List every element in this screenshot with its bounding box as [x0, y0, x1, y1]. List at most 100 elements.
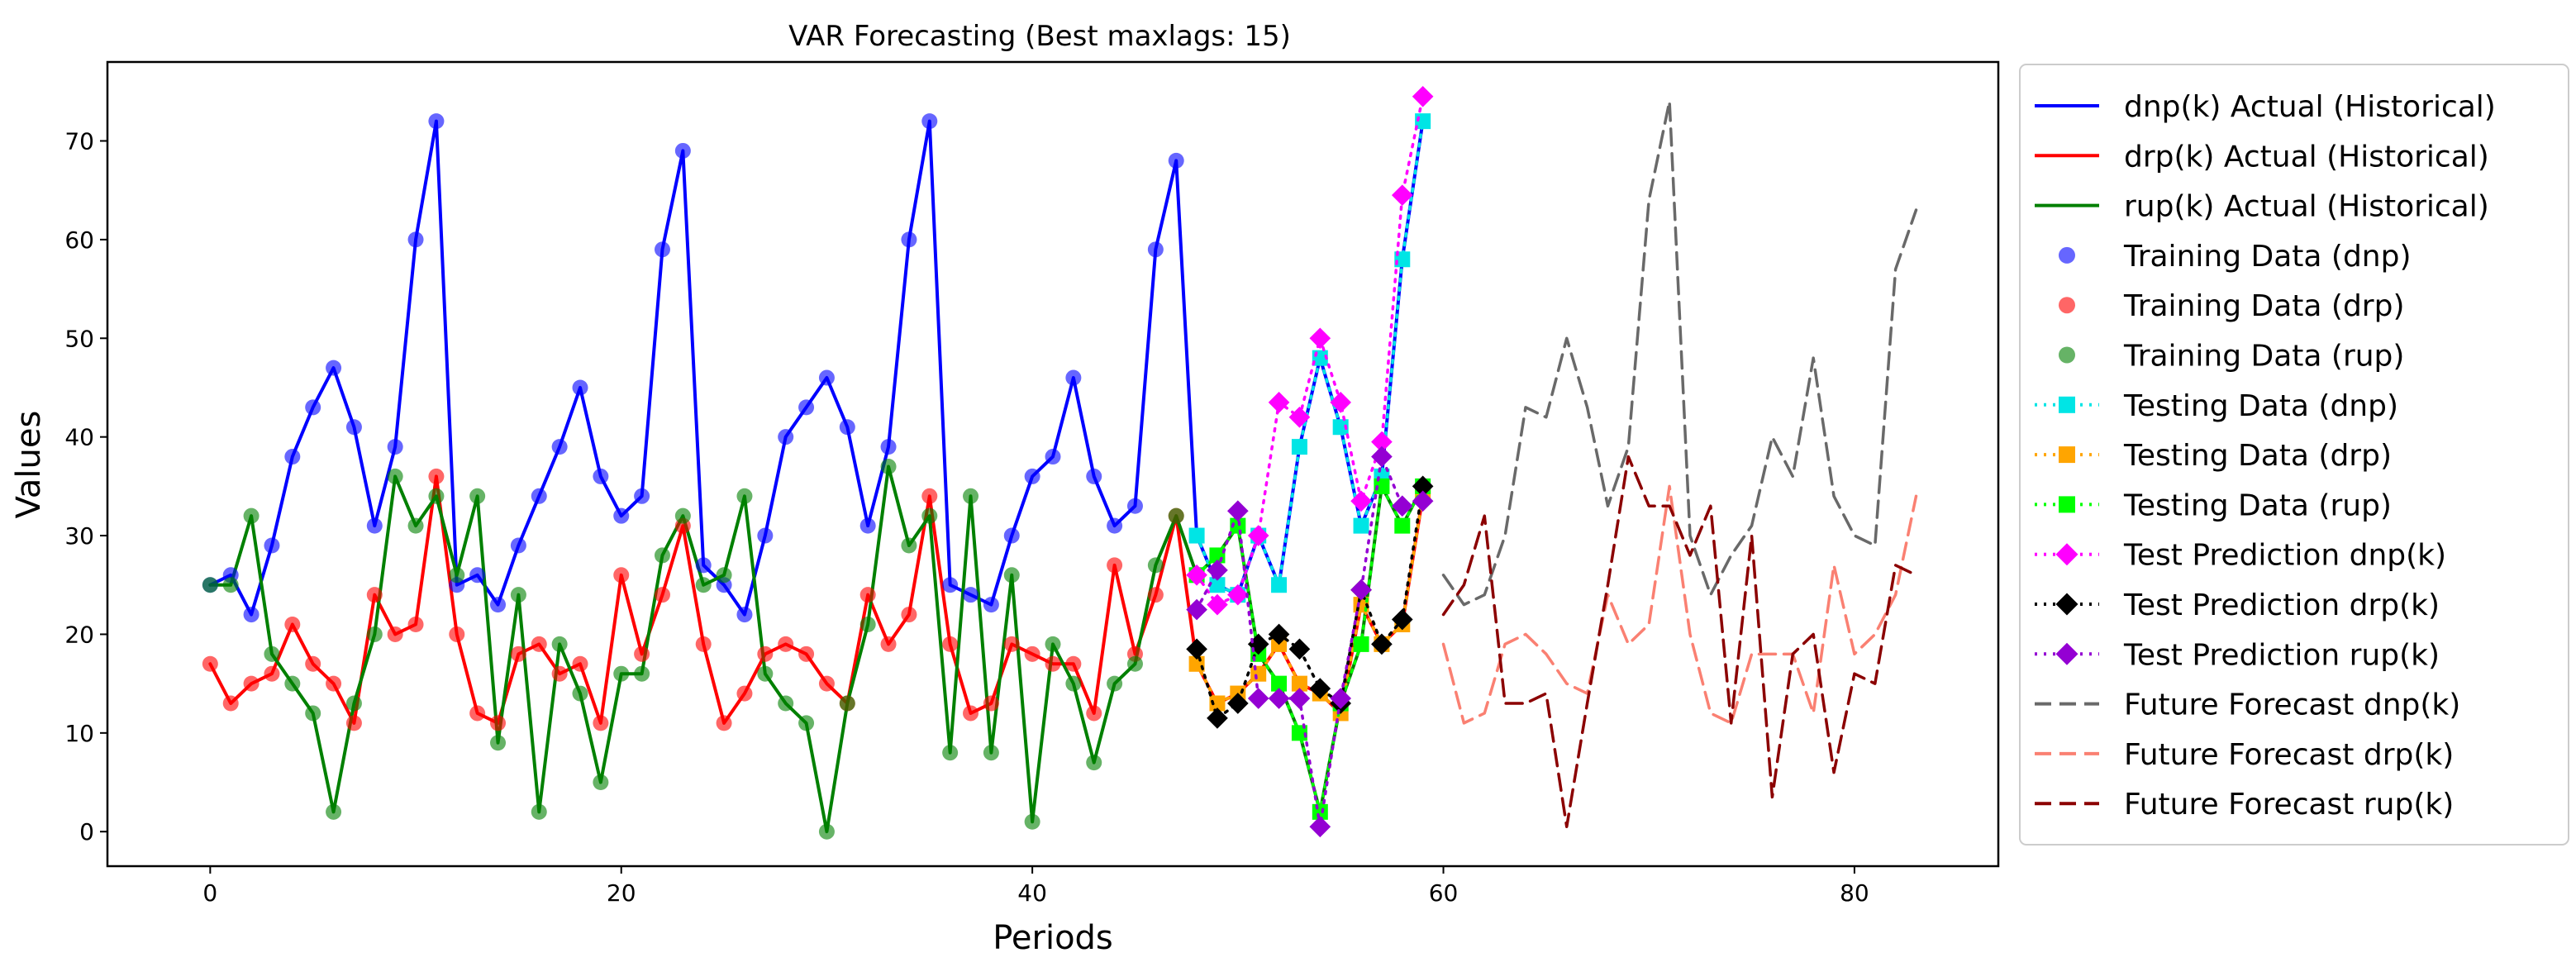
data-point	[1126, 498, 1143, 514]
legend-item: Testing Data (rup)	[2035, 488, 2392, 522]
data-point	[1350, 579, 1372, 601]
data-point	[1227, 693, 1249, 714]
data-point	[1147, 587, 1164, 603]
legend-item: dnp(k) Actual (Historical)	[2035, 90, 2496, 124]
data-point	[1024, 468, 1040, 484]
data-point	[736, 488, 753, 504]
data-point	[1371, 445, 1393, 468]
data-point	[1291, 675, 1307, 692]
data-point	[963, 587, 979, 603]
data-point	[264, 645, 280, 662]
data-point	[798, 645, 815, 662]
data-point	[572, 655, 588, 672]
x-tick-label: 20	[607, 879, 636, 907]
data-point	[1412, 475, 1434, 498]
data-point	[1309, 678, 1331, 699]
data-point	[572, 379, 588, 396]
legend-label: Testing Data (rup)	[2123, 488, 2392, 522]
data-point	[963, 488, 979, 504]
data-point	[407, 617, 424, 633]
data-point	[1045, 449, 1061, 465]
data-point	[490, 735, 507, 751]
data-point	[551, 665, 568, 682]
data-point	[572, 685, 588, 702]
data-point	[880, 636, 897, 652]
data-point	[695, 557, 712, 574]
y-tick-label: 70	[64, 128, 94, 155]
data-point	[243, 607, 260, 623]
data-point	[736, 607, 753, 623]
data-point	[387, 468, 403, 484]
axes: 0 20 40 60 80 0 10 20 30 40 50 60 70	[64, 128, 1869, 907]
legend-label: dnp(k) Actual (Historical)	[2124, 90, 2496, 124]
data-point	[1188, 527, 1205, 544]
data-point	[1309, 327, 1331, 350]
data-point	[1371, 633, 1393, 655]
data-point	[634, 645, 650, 662]
series-future-forecast-dnp-k	[1441, 100, 1918, 607]
legend-marker	[2059, 346, 2075, 364]
data-point	[1374, 478, 1390, 494]
data-point	[901, 231, 917, 248]
data-point	[983, 745, 999, 761]
data-point	[880, 439, 897, 455]
data-point	[387, 626, 403, 642]
data-point	[921, 507, 938, 524]
data-point	[1003, 636, 1020, 652]
data-point	[1045, 636, 1061, 652]
x-tick-label: 40	[1017, 879, 1047, 907]
y-tick-label: 40	[64, 424, 94, 451]
data-point	[1086, 705, 1102, 722]
data-point	[963, 705, 979, 722]
data-point	[284, 617, 301, 633]
data-point	[1309, 816, 1331, 838]
y-axis-label: Values	[10, 411, 48, 519]
y-tick-label: 30	[64, 522, 94, 550]
data-point	[469, 567, 486, 584]
data-point	[1332, 419, 1349, 436]
legend-label: Future Forecast drp(k)	[2124, 738, 2454, 772]
legend-marker	[2059, 496, 2075, 513]
data-point	[490, 715, 507, 731]
data-point	[654, 587, 670, 603]
data-point	[407, 231, 424, 248]
legend-label: Future Forecast dnp(k)	[2124, 688, 2460, 722]
data-point	[674, 507, 691, 524]
x-axis-label: Periods	[993, 919, 1113, 957]
data-point	[1394, 517, 1411, 534]
data-point	[1207, 593, 1228, 616]
legend-item: Training Data (drp)	[2059, 289, 2405, 323]
legend-label: rup(k) Actual (Historical)	[2124, 190, 2489, 224]
data-point	[1147, 241, 1164, 258]
y-tick-label: 10	[64, 720, 94, 747]
data-point	[305, 705, 321, 722]
data-point	[1391, 608, 1413, 631]
data-point	[1268, 623, 1290, 645]
legend-item: Future Forecast drp(k)	[2035, 738, 2454, 772]
series-test-prediction-rup-k	[1186, 445, 1434, 838]
legend-marker	[2059, 446, 2075, 464]
data-point	[326, 803, 342, 820]
data-point	[1024, 645, 1040, 662]
data-point	[859, 517, 876, 534]
data-point	[366, 626, 383, 642]
data-point	[345, 715, 362, 731]
data-point	[1186, 638, 1207, 660]
data-point	[1227, 584, 1249, 606]
data-point	[695, 577, 712, 593]
data-point	[1147, 557, 1164, 574]
data-point	[1003, 567, 1020, 584]
data-point	[1209, 695, 1226, 712]
data-point	[654, 547, 670, 564]
data-point	[1065, 675, 1082, 692]
data-point	[428, 113, 445, 130]
x-tick-label: 80	[1840, 879, 1869, 907]
data-point	[469, 488, 486, 504]
data-point	[510, 537, 526, 554]
data-point	[1107, 675, 1123, 692]
data-point	[613, 507, 630, 524]
data-point	[798, 715, 815, 731]
data-point	[243, 675, 260, 692]
data-point	[859, 617, 876, 633]
